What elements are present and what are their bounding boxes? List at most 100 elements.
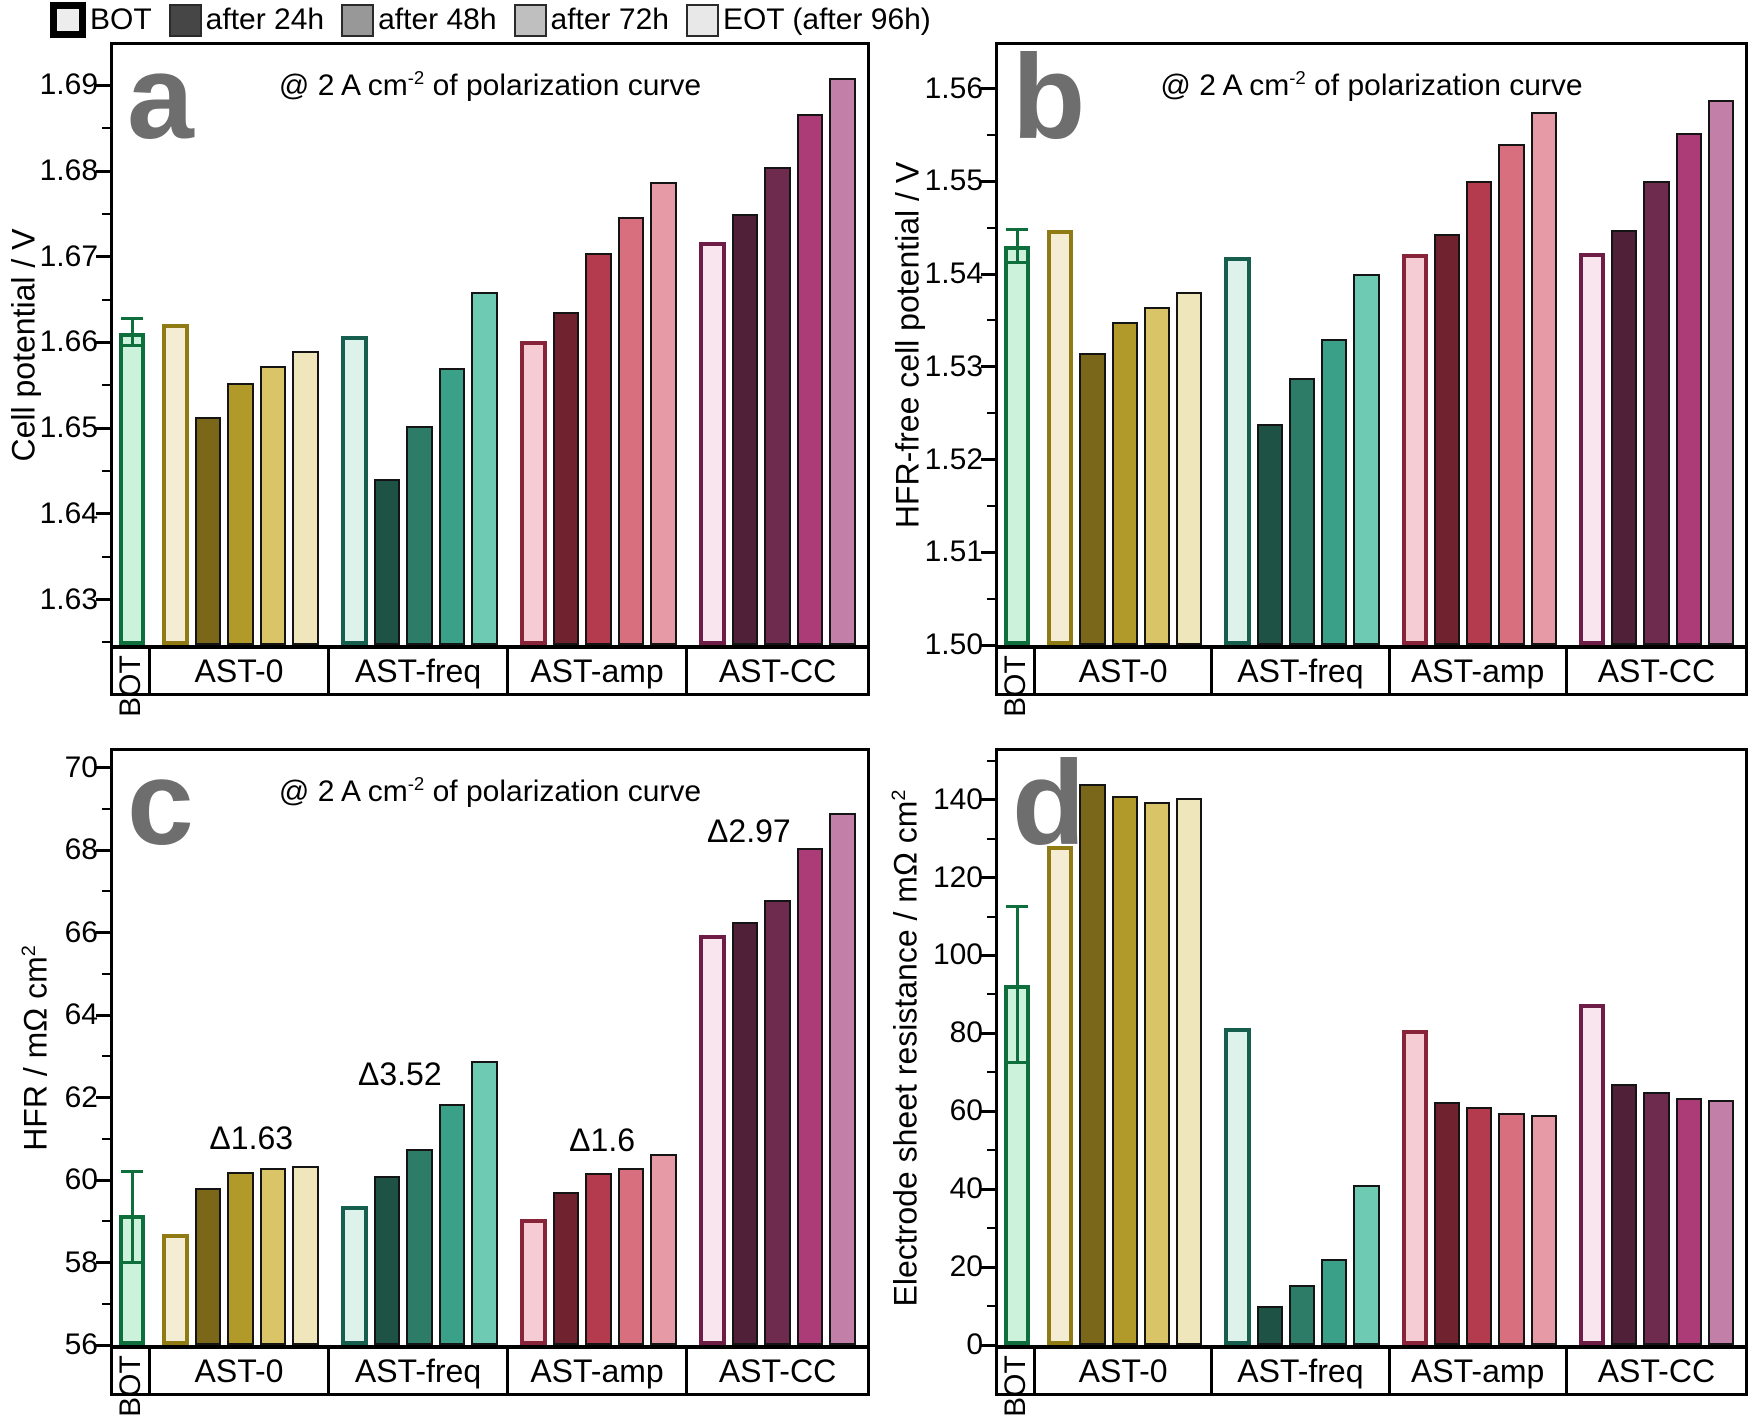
bar-a-ast-cc-after-72h: [796, 114, 824, 645]
y-tick-major: [96, 766, 110, 769]
bar-d-ast-amp-after-72h: [1498, 1113, 1525, 1345]
bar-a-ast-0-bot: [162, 324, 189, 645]
y-tick-major: [96, 512, 110, 516]
y-tick-label: 1.64: [39, 496, 98, 530]
y-tick-major: [981, 458, 995, 462]
bar-c-ast-cc-after-72h: [796, 847, 824, 1345]
category-label: AST-amp: [530, 652, 664, 689]
y-tick-minor: [102, 1055, 110, 1058]
legend-label: after 72h: [550, 3, 669, 36]
y-tick-minor: [102, 641, 110, 644]
category-label-bot-b: BOT: [998, 655, 1032, 717]
y-tick-label: 20: [949, 1250, 983, 1284]
legend-item-eot-after-96h-: EOT (after 96h): [685, 3, 931, 37]
bar-b-ast-0-after-24h: [1079, 352, 1106, 645]
y-tick-label: 64: [64, 998, 98, 1031]
y-tick-minor: [987, 133, 995, 136]
bar-c-ast-amp-bot: [520, 1219, 547, 1345]
y-tick-minor: [987, 597, 995, 600]
bar-a-ast-0-eot: [292, 351, 319, 645]
bar-d-ast-freq-after-24h: [1256, 1306, 1283, 1345]
bar-a-ast-amp-after-72h: [617, 217, 645, 645]
y-tick-minor: [987, 504, 995, 507]
category-label-bot-a: BOT: [113, 655, 147, 717]
bar-b-ast-amp-bot: [1401, 253, 1428, 645]
bar-b-ast-amp-after-72h: [1498, 144, 1525, 645]
legend-swatch-series-1: [168, 3, 202, 37]
category-box-ast-0-b: AST-0: [1033, 646, 1214, 696]
bar-b-ast-cc-eot: [1707, 99, 1734, 645]
legend-item-after-48h: after 48h: [341, 3, 497, 37]
bar-a-bot: [118, 333, 146, 645]
bar-c-ast-amp-after-72h: [617, 1167, 645, 1345]
category-label: AST-amp: [1410, 1352, 1545, 1389]
bar-a-ast-cc-bot: [699, 242, 726, 645]
y-tick-label: 1.55: [924, 164, 983, 198]
panel-letter-d: d: [1012, 736, 1086, 870]
category-box-ast-amp-d: AST-amp: [1387, 1346, 1568, 1396]
bar-d-ast-freq-after-72h: [1321, 1259, 1348, 1345]
bar-c-ast-freq-after-72h: [438, 1103, 466, 1345]
bar-b-ast-0-eot: [1176, 291, 1203, 645]
category-box-ast-freq-d: AST-freq: [1210, 1346, 1391, 1396]
y-tick-minor: [987, 319, 995, 322]
category-label: AST-CC: [1597, 1352, 1716, 1389]
y-tick-major: [96, 848, 110, 852]
category-box-ast-0-d: AST-0: [1033, 1346, 1214, 1396]
y-tick-label: 140: [932, 782, 983, 816]
y-tick-minor: [102, 972, 110, 975]
category-box-ast-amp-b: AST-amp: [1387, 646, 1568, 696]
category-label: AST-amp: [1410, 652, 1545, 689]
bar-c-ast-amp-after-24h: [552, 1192, 580, 1345]
y-tick-minor: [102, 298, 110, 301]
category-label: AST-0: [1078, 1352, 1168, 1389]
y-tick-major: [981, 87, 995, 91]
bar-c-ast-freq-after-24h: [373, 1175, 401, 1345]
y-tick-major: [96, 598, 110, 602]
error-bar-b: [1015, 229, 1019, 263]
panel-title-c: @ 2 A cm-2 of polarization curve: [278, 773, 702, 808]
y-tick-minor: [987, 1227, 995, 1230]
category-box-ast-freq-c: AST-freq: [327, 1346, 509, 1396]
bar-c-ast-cc-after-24h: [731, 922, 759, 1345]
bar-d-ast-0-after-48h: [1111, 795, 1138, 1345]
bar-a-ast-amp-bot: [520, 340, 547, 645]
category-box-ast-cc-c: AST-CC: [685, 1346, 870, 1396]
category-label: AST-freq: [354, 1352, 482, 1389]
y-tick-label: 1.67: [39, 239, 98, 273]
y-tick-minor: [102, 807, 110, 810]
y-tick-minor: [987, 226, 995, 229]
y-tick-label: 56: [64, 1328, 98, 1361]
y-tick-major: [96, 1096, 110, 1099]
y-tick-major: [981, 1343, 995, 1347]
bar-d-ast-cc-after-72h: [1675, 1097, 1702, 1345]
category-label-bot-c: BOT: [113, 1355, 147, 1417]
category-label: AST-0: [194, 1352, 284, 1389]
y-tick-label: 1.56: [924, 71, 983, 105]
category-label: AST-CC: [718, 652, 837, 689]
bar-a-ast-0-after-24h: [194, 417, 222, 645]
y-tick-major: [981, 1265, 995, 1269]
y-tick-label: 120: [932, 860, 983, 894]
bar-a-ast-freq-after-24h: [373, 478, 401, 645]
legend-swatch-series-3: [513, 3, 547, 37]
y-axis-label-d: Electrode sheet resistance / mΩ cm2: [887, 789, 924, 1307]
bar-d-ast-amp-after-48h: [1466, 1107, 1493, 1345]
bar-b-ast-freq-after-24h: [1256, 424, 1283, 645]
superscript: -2: [407, 67, 425, 88]
y-tick-minor: [987, 1149, 995, 1152]
y-tick-label: 1.69: [39, 68, 98, 102]
y-tick-major: [981, 365, 995, 369]
category-label: AST-CC: [718, 1352, 837, 1389]
bar-c-ast-freq-bot: [341, 1205, 368, 1345]
legend-label: BOT: [90, 3, 152, 36]
y-tick-major: [981, 798, 995, 802]
y-tick-major: [981, 1109, 995, 1113]
bar-a-ast-amp-after-48h: [585, 253, 612, 645]
y-tick-major: [96, 255, 110, 259]
bar-b-ast-0-after-72h: [1143, 306, 1170, 645]
bar-a-ast-0-after-72h: [259, 366, 287, 645]
bar-d-ast-freq-after-48h: [1288, 1284, 1315, 1345]
y-tick-minor: [987, 915, 995, 918]
bar-c-ast-cc-bot: [699, 935, 726, 1345]
